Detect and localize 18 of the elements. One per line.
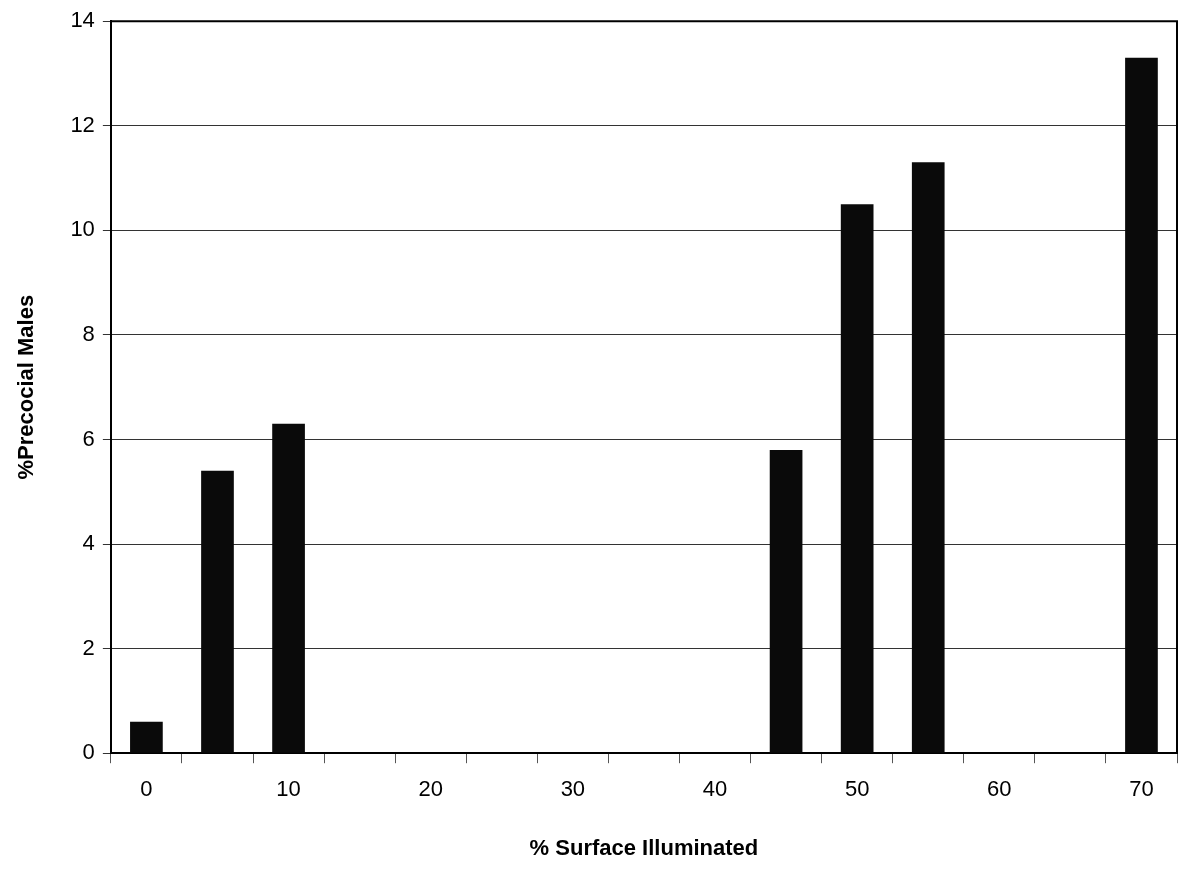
- y-axis-title: %Precocial Males: [13, 294, 39, 480]
- y-tick-label: 2: [82, 634, 95, 660]
- y-tick-label: 8: [82, 320, 95, 346]
- x-tick-label: 40: [702, 776, 728, 802]
- x-tick-label: 70: [1129, 776, 1154, 802]
- x-tick-label: 10: [276, 776, 301, 802]
- y-tick-label: 14: [70, 7, 95, 33]
- y-tick-label: 0: [82, 739, 95, 765]
- x-tick-label: 50: [844, 776, 870, 802]
- x-tick-label: 30: [560, 776, 586, 802]
- y-tick-label: 12: [70, 111, 95, 137]
- y-tick-label: 4: [82, 530, 95, 556]
- x-tick-label: 60: [987, 776, 1012, 802]
- x-axis-title: % Surface Illuminated: [529, 834, 759, 860]
- y-tick-label: 6: [82, 425, 95, 451]
- x-tick-label: 20: [418, 776, 443, 802]
- y-tick-label: 10: [70, 216, 95, 242]
- x-tick-label: 0: [140, 776, 153, 802]
